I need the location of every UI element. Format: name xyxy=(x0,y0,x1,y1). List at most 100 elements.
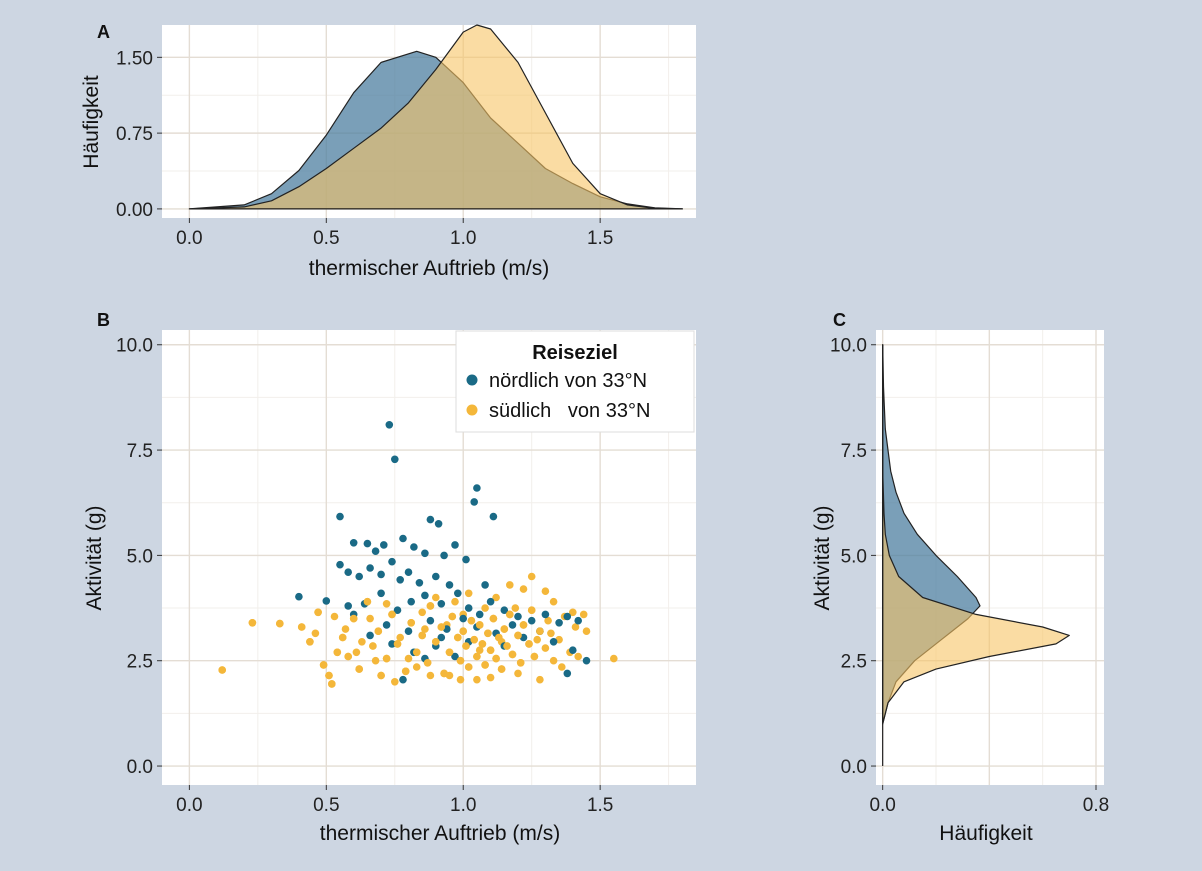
scatter-point-north xyxy=(410,543,418,551)
scatter-point-north xyxy=(295,592,303,601)
legend-marker-south xyxy=(466,404,478,416)
x-axis-label-b: thermischer Auftrieb (m/s) xyxy=(320,822,560,845)
scatter-point-south xyxy=(314,608,322,617)
scatter-point-north xyxy=(396,576,405,584)
scatter-point-north xyxy=(451,652,459,661)
scatter-point-north xyxy=(380,541,388,549)
scatter-point-north xyxy=(421,549,429,558)
scatter-point-south xyxy=(527,572,536,581)
scatter-point-north xyxy=(464,604,473,612)
scatter-point-south xyxy=(481,604,489,612)
scatter-point-south xyxy=(549,597,558,606)
ticks-c: 0.0 0.8 0.0 2.5 5.0 7.5 10.0 xyxy=(830,336,1109,816)
scatter-point-north xyxy=(388,640,396,648)
scatter-point-south xyxy=(248,619,257,627)
scatter-point-south xyxy=(341,625,350,633)
scatter-point-north xyxy=(514,612,522,621)
scatter-point-south xyxy=(377,671,385,680)
scatter-point-north xyxy=(574,616,582,625)
scatter-point-south xyxy=(497,665,506,673)
scatter-point-south xyxy=(440,669,448,678)
scatter-point-north xyxy=(385,421,394,429)
scatter-point-south xyxy=(418,631,427,640)
scatter-point-south xyxy=(297,623,306,631)
scatter-point-south xyxy=(358,638,366,646)
scatter-point-south xyxy=(558,663,566,671)
scatter-point-south xyxy=(495,633,503,642)
a-y-tick-label: 1.50 xyxy=(116,48,153,69)
b-y-tick-label: 10.0 xyxy=(116,336,153,357)
scatter-point-north xyxy=(500,606,509,614)
x-axis-label-a: thermischer Auftrieb (m/s) xyxy=(309,257,549,280)
scatter-point-north xyxy=(426,515,435,524)
scatter-point-south xyxy=(506,581,514,589)
scatter-point-south xyxy=(391,678,399,686)
scatter-point-north xyxy=(349,539,358,547)
scatter-point-south xyxy=(412,648,421,657)
scatter-point-north xyxy=(473,484,481,492)
scatter-point-south xyxy=(464,589,473,598)
scatter-point-south xyxy=(508,650,517,659)
scatter-point-south xyxy=(459,627,468,635)
scatter-point-south xyxy=(500,625,509,633)
scatter-point-south xyxy=(574,652,582,661)
scatter-point-south xyxy=(423,659,432,667)
scatter-point-south xyxy=(475,621,484,629)
legend: Reiseziel nördlich von 33°N südlich von … xyxy=(455,330,695,433)
y-axis-label-c: Aktivität (g) xyxy=(811,505,834,610)
scatter-point-north xyxy=(437,600,446,608)
panel-label-c: C xyxy=(833,310,846,330)
scatter-point-south xyxy=(511,604,520,612)
scatter-point-south xyxy=(525,640,533,648)
scatter-point-south xyxy=(366,614,374,623)
scatter-point-south xyxy=(579,610,588,619)
scatter-point-north xyxy=(481,581,489,589)
scatter-point-south xyxy=(218,666,226,674)
scatter-point-south xyxy=(569,608,577,617)
scatter-point-south xyxy=(486,673,495,682)
scatter-point-south xyxy=(492,593,500,602)
scatter-point-south xyxy=(519,621,528,629)
scatter-point-south xyxy=(489,614,498,623)
c-y-tick-label: 2.5 xyxy=(841,652,867,673)
scatter-point-south xyxy=(437,623,446,631)
scatter-point-south xyxy=(582,627,591,635)
a-y-tick-label: 0.00 xyxy=(116,200,153,221)
scatter-point-south xyxy=(371,656,380,665)
scatter-point-south xyxy=(541,587,550,595)
scatter-point-north xyxy=(569,646,577,654)
scatter-point-south xyxy=(421,625,429,633)
scatter-point-north xyxy=(563,669,572,678)
scatter-point-south xyxy=(492,654,500,663)
scatter-point-north xyxy=(470,498,479,506)
scatter-point-north xyxy=(399,675,407,684)
scatter-point-south xyxy=(352,648,361,657)
scatter-point-north xyxy=(355,572,364,581)
c-y-tick-label: 5.0 xyxy=(841,546,867,567)
scatter-point-south xyxy=(374,627,383,635)
scatter-point-south xyxy=(330,612,339,621)
scatter-point-north xyxy=(549,638,558,646)
c-y-tick-label: 10.0 xyxy=(830,336,867,357)
scatter-point-south xyxy=(475,646,484,654)
a-x-tick-label: 1.5 xyxy=(587,228,613,249)
scatter-point-south xyxy=(369,642,377,650)
scatter-point-north xyxy=(462,555,470,564)
legend-marker-north xyxy=(466,374,478,386)
scatter-point-north xyxy=(432,572,440,581)
scatter-point-south xyxy=(388,610,396,619)
scatter-point-south xyxy=(530,652,539,661)
scatter-point-north xyxy=(555,619,563,627)
c-y-tick-label: 7.5 xyxy=(841,441,867,462)
scatter-point-south xyxy=(473,675,481,684)
scatter-point-north xyxy=(336,512,344,521)
scatter-point-north xyxy=(382,621,391,629)
b-x-tick-label: 0.0 xyxy=(176,795,202,816)
density-area-south xyxy=(188,24,683,210)
b-y-tick-label: 5.0 xyxy=(127,546,153,567)
scatter-point-south xyxy=(516,659,525,667)
scatter-point-north xyxy=(489,512,498,521)
c-x-tick-label: 0.0 xyxy=(869,795,895,816)
scatter-point-south xyxy=(355,665,364,673)
